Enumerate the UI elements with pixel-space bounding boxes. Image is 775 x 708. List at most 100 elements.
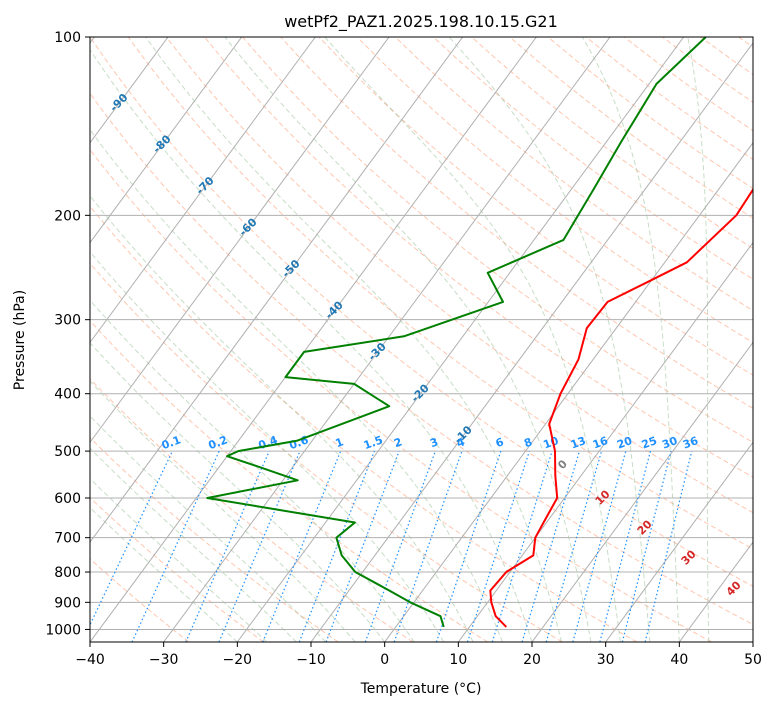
mixing-ratio-label: 4	[455, 435, 467, 450]
mixing-ratio-line	[185, 450, 270, 642]
chart-title: wetPf2_PAZ1.2025.198.10.15.G21	[284, 12, 558, 32]
isotherm-label: -50	[279, 257, 302, 280]
moist-adiabats	[90, 37, 710, 642]
dry-adiabat-line	[127, 37, 753, 550]
moist-adiabat-line	[90, 299, 415, 642]
dry-adiabat-line	[280, 37, 753, 409]
isotherm-line	[90, 37, 464, 543]
x-tick-label: −10	[296, 652, 326, 668]
isotherm-label: -80	[150, 132, 173, 155]
moist-adiabat-line	[90, 380, 356, 642]
x-tick-label: 0	[380, 652, 389, 668]
dry-adiabat-line	[90, 558, 190, 642]
dry-adiabat-line	[623, 37, 753, 132]
dry-adiabat-line	[90, 148, 712, 642]
moist-adiabat-line	[687, 37, 710, 642]
moist-adiabat-label: 10	[593, 487, 613, 507]
grid-lines	[90, 37, 753, 630]
mixing-ratio-label: 13	[569, 434, 588, 451]
isotherm-line	[678, 541, 753, 642]
moist-adiabat-label: 20	[635, 517, 655, 537]
isotherm-label: -100	[62, 47, 91, 76]
mixing-ratio-line	[364, 450, 436, 642]
mixing-ratio-label: 30	[660, 434, 679, 452]
y-tick-label: 600	[54, 491, 81, 507]
mixing-ratio-label: 3	[428, 435, 440, 450]
isotherm-line	[90, 37, 316, 344]
dry-adiabat-line	[90, 205, 638, 642]
x-tick-label: 20	[523, 652, 541, 668]
mixing-ratio-line	[466, 450, 530, 642]
mixing-ratio-line	[491, 450, 553, 642]
isotherm-label: -90	[107, 91, 130, 114]
isotherm-label: -70	[193, 174, 216, 197]
moist-adiabat-label: 0	[555, 457, 570, 472]
profile-series	[206, 37, 753, 628]
x-axis-label: Temperature (°C)	[360, 681, 482, 697]
isotherm-line	[531, 341, 753, 642]
moist-adiabat-line	[145, 37, 562, 642]
mixing-ratio-lines	[90, 450, 693, 642]
mixing-ratio-line	[90, 450, 173, 627]
x-tick-label: 30	[597, 652, 615, 668]
moist-adiabat-line	[90, 251, 445, 642]
moist-adiabat-line	[90, 195, 474, 642]
isotherm-line	[384, 141, 753, 642]
isotherm-line	[90, 37, 243, 244]
isotherm-line	[90, 37, 169, 144]
isotherm-line	[90, 37, 390, 444]
x-tick-label: 50	[744, 652, 762, 668]
moist-adiabat-line	[90, 415, 327, 642]
y-tick-label: 900	[54, 595, 81, 611]
mixing-ratio-label: 6	[494, 435, 506, 450]
moist-adiabat-line	[581, 37, 680, 642]
y-tick-label: 800	[54, 565, 81, 581]
x-tick-label: −30	[149, 652, 179, 668]
dry-adiabat-line	[394, 37, 753, 312]
mixing-ratio-label: 0.2	[207, 433, 230, 452]
y-tick-label: 400	[54, 387, 81, 403]
moist-adiabat-line	[224, 37, 592, 642]
dry-adiabat-line	[471, 37, 753, 250]
dry-adiabat-line	[90, 320, 488, 642]
mixing-ratio-label: 10	[541, 434, 560, 452]
isotherm-label: -20	[409, 381, 432, 404]
mixing-ratio-line	[621, 450, 672, 642]
dry-adiabat-line	[662, 37, 753, 103]
y-tick-label: 700	[54, 531, 81, 547]
dry-adiabat-line	[318, 37, 753, 376]
moist-adiabat-line	[90, 477, 268, 642]
mixing-ratio-label: 1.5	[362, 433, 385, 452]
isotherm-line	[457, 241, 753, 642]
mixing-ratio-label: 8	[522, 435, 534, 450]
moist-adiabat-label: 40	[724, 578, 744, 598]
mixing-ratio-line	[262, 450, 342, 642]
mixing-ratio-line	[393, 450, 463, 642]
moist-adiabat-line	[90, 48, 533, 642]
moist-adiabat-line	[90, 128, 503, 642]
isotherm-label: -30	[366, 340, 389, 363]
isotherm-line	[90, 37, 537, 642]
moist-adiabat-line	[324, 37, 621, 642]
y-axis-label: Pressure (hPa)	[12, 290, 28, 390]
moist-adiabat-line	[90, 506, 238, 642]
mixing-ratio-line	[435, 450, 502, 642]
mixing-ratio-line	[599, 450, 652, 642]
mixing-ratio-line	[644, 450, 693, 642]
dry-adiabat-line	[700, 37, 753, 76]
dry-adiabat-line	[433, 37, 753, 280]
isotherm-label: -40	[323, 298, 346, 321]
moist-adiabat-line	[448, 37, 651, 642]
mixing-ratio-line	[131, 450, 220, 642]
x-tick-label: −20	[223, 652, 253, 668]
plot-frame	[89, 36, 754, 643]
dry-adiabat-line	[90, 497, 264, 642]
mixing-ratio-line	[218, 450, 301, 642]
x-tick-label: −40	[75, 652, 105, 668]
temperature-profile-line	[489, 187, 753, 628]
isotherm-line	[752, 641, 753, 642]
y-tick-label: 300	[54, 313, 81, 329]
dry-adiabat-line	[90, 37, 753, 587]
moist-adiabat-label: 30	[679, 547, 699, 567]
